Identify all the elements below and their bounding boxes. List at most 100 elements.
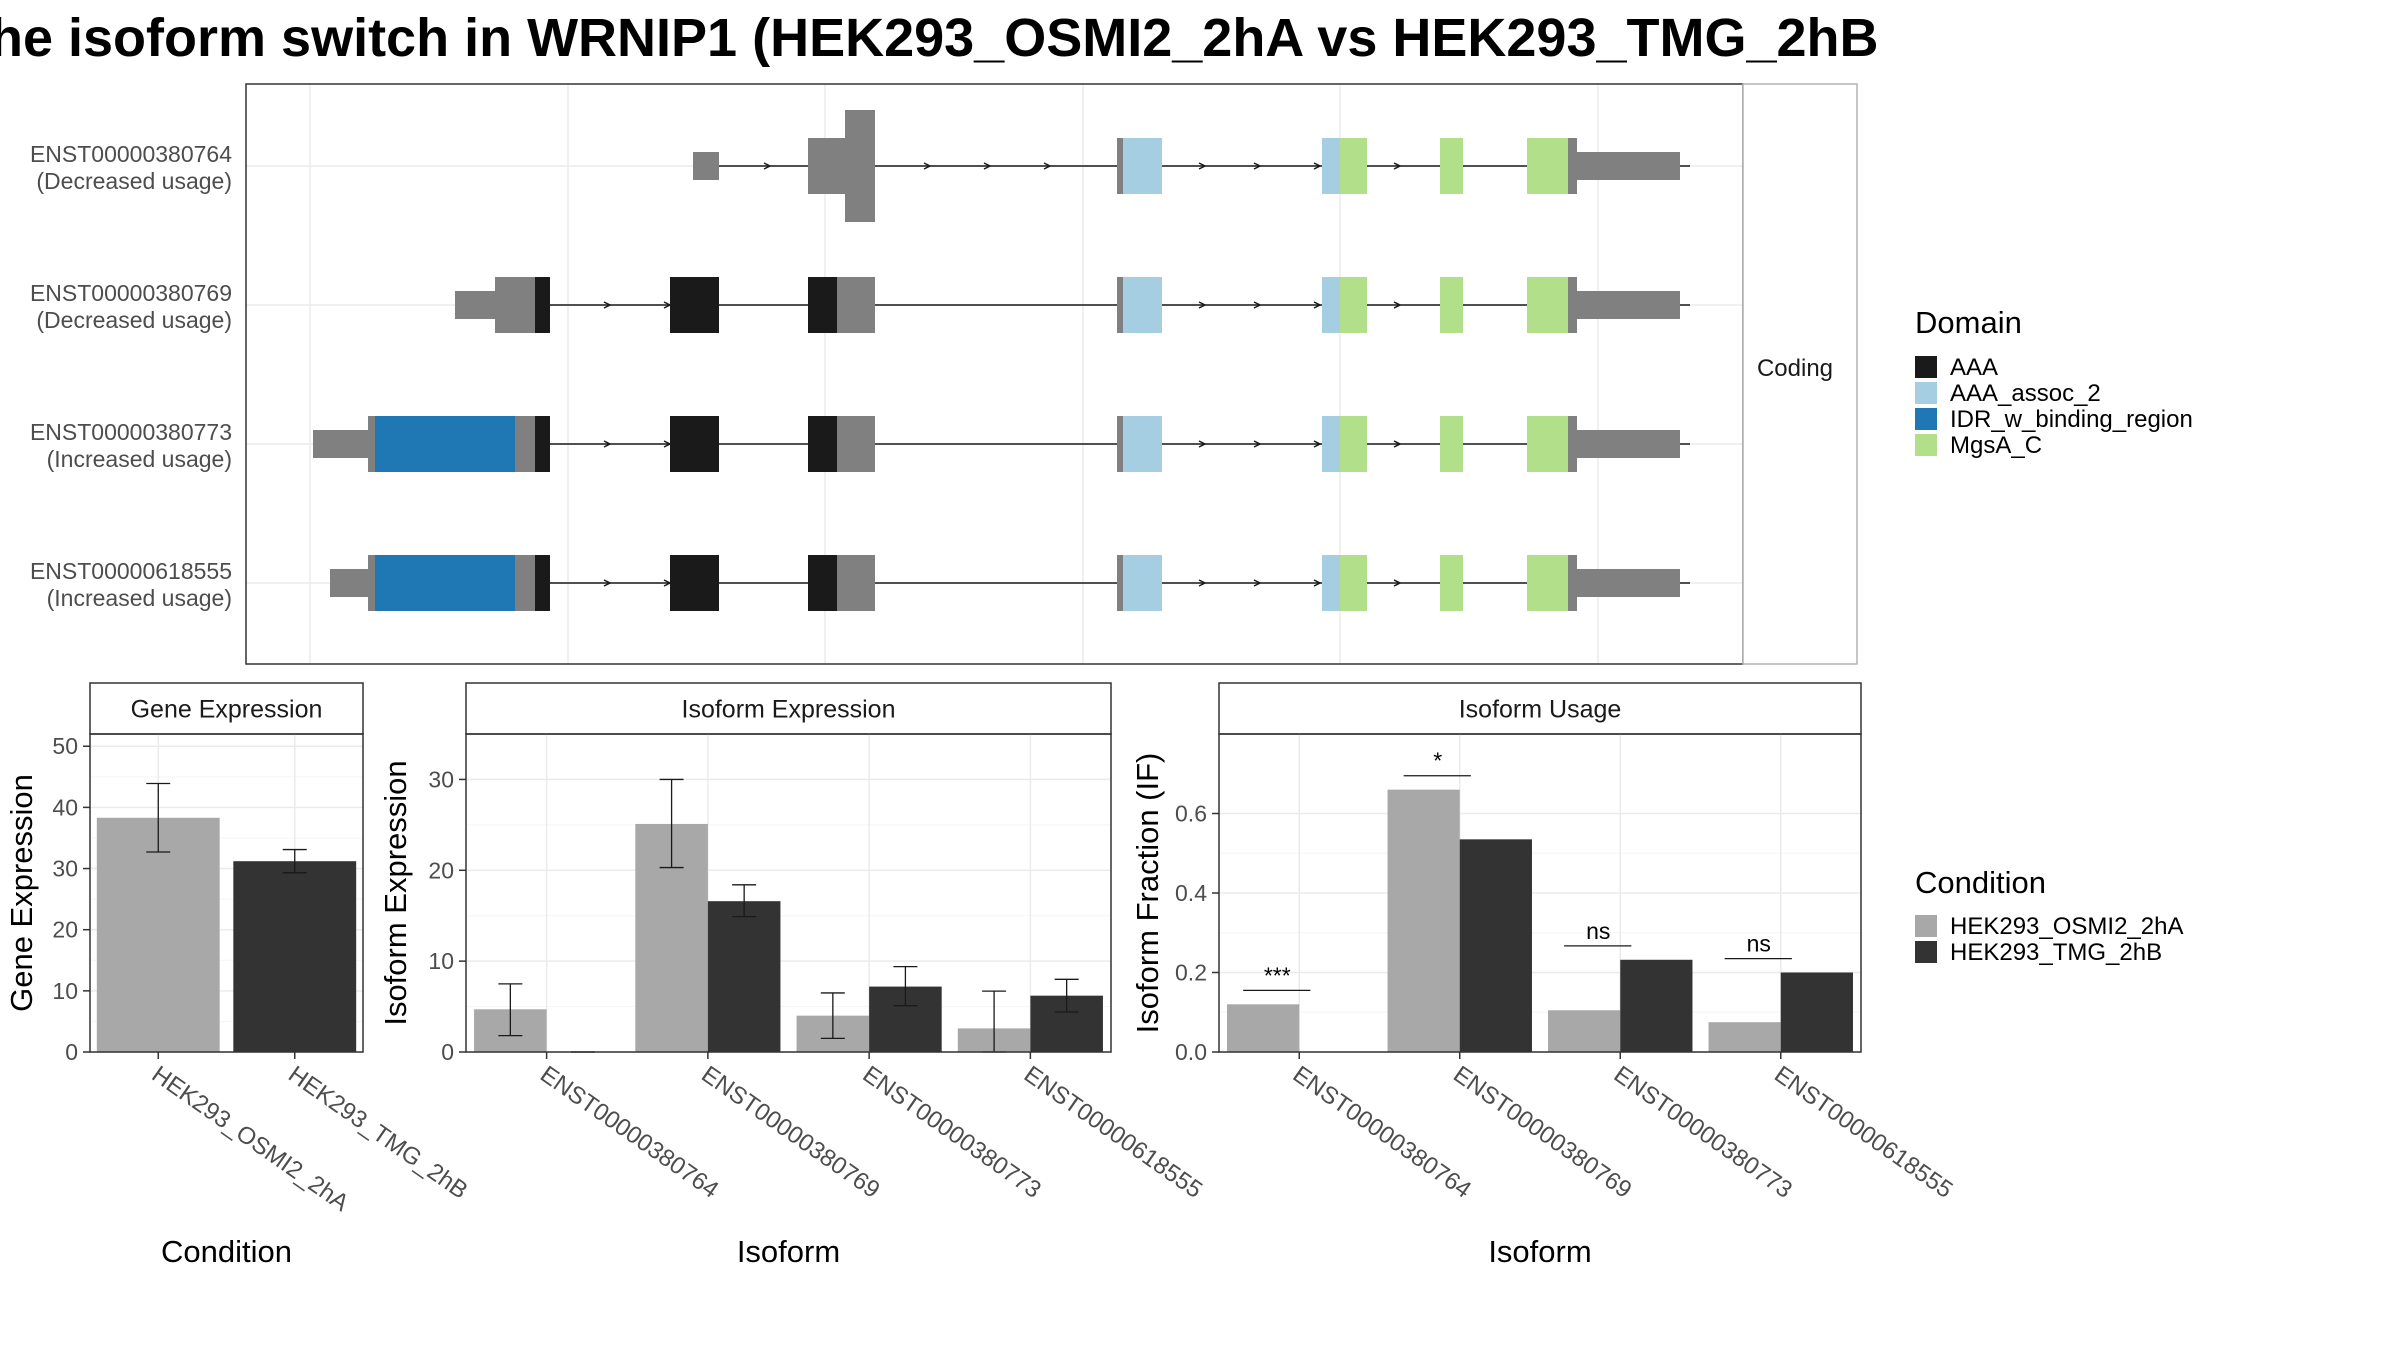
bar: [707, 901, 781, 1052]
intron-arrow: [1198, 440, 1207, 448]
intron-arrow: [1313, 162, 1322, 170]
exon-utr: [515, 416, 535, 472]
exon-utr: [1117, 555, 1123, 611]
bar: [233, 861, 357, 1052]
exon-aaa: [808, 555, 837, 611]
bar: [1780, 972, 1853, 1052]
exon-mgsa-c: [1527, 277, 1568, 333]
intron-arrow: [1393, 162, 1402, 170]
significance-label: ***: [1264, 962, 1291, 988]
y-tick-label: 30: [428, 766, 454, 792]
legend-swatch-osmi2: [1915, 915, 1937, 937]
exon-utr: [455, 291, 495, 319]
y-tick-label: 10: [428, 948, 454, 974]
exon-utr: [1568, 138, 1577, 194]
exon-utr: [1577, 152, 1680, 180]
exon-utr: [1568, 416, 1577, 472]
legend-label-aaa-assoc-2: AAA_assoc_2: [1950, 380, 2101, 407]
exon-utr: [368, 416, 375, 472]
exon-aaa: [670, 555, 719, 611]
exon-aaa-assoc-2: [1322, 138, 1340, 194]
panel-border: [89, 733, 364, 1053]
domain-legend-title: Domain: [1915, 305, 2022, 340]
exon-utr: [1577, 291, 1680, 319]
transcript-usage-label: (Decreased usage): [36, 307, 232, 333]
exon-utr: [515, 555, 535, 611]
y-tick-label: 40: [52, 794, 78, 820]
exon-mgsa-c: [1527, 416, 1568, 472]
exon-utr: [1568, 555, 1577, 611]
y-tick-label: 0.6: [1175, 801, 1207, 827]
exon-utr: [693, 152, 719, 180]
exon-utr: [495, 277, 535, 333]
transcript-usage-label: (Increased usage): [47, 446, 232, 472]
y-tick-label: 0: [441, 1039, 454, 1065]
exon-aaa: [535, 555, 550, 611]
exon-utr: [1117, 138, 1123, 194]
exon-utr: [1568, 277, 1577, 333]
exon-mgsa-c: [1340, 555, 1367, 611]
exon-aaa-assoc-2: [1322, 277, 1340, 333]
legend-label-mgsa-c: MgsA_C: [1950, 432, 2042, 459]
legend-label-idr: IDR_w_binding_region: [1950, 406, 2193, 433]
isoform-expression-chart: Isoform Expression 0 10 20 30 ENST00000380764…: [378, 682, 1207, 1269]
isoform-usage-chart: Isoform Usage****ns ns0.00.20.40.6ENST000…: [1130, 682, 1958, 1269]
y-axis-title: Gene Expression: [4, 774, 39, 1012]
exon-aaa: [535, 416, 550, 472]
x-axis-title: Isoform: [737, 1234, 840, 1269]
y-tick-label: 50: [52, 733, 78, 759]
intron-arrow: [1253, 579, 1262, 587]
intron-arrow: [1313, 301, 1322, 309]
intron-arrow: [603, 579, 612, 587]
x-axis-title: Isoform: [1488, 1234, 1591, 1269]
exon-aaa-assoc-2: [1322, 416, 1340, 472]
intron-arrow: [603, 440, 612, 448]
panel-border: [465, 733, 1112, 1053]
x-tick-label: ENST00000380773: [858, 1061, 1046, 1204]
significance-label: *: [1433, 748, 1442, 774]
intron-arrow: [1253, 162, 1262, 170]
bar: [1459, 839, 1532, 1052]
exon-idr-w-binding-region: [375, 416, 515, 472]
exon-utr: [1577, 569, 1680, 597]
intron-arrow: [1198, 301, 1207, 309]
intron-arrow: [1393, 440, 1402, 448]
domain-legend: Domain AAA AAA_assoc_2 IDR_w_binding_reg…: [1915, 305, 2193, 459]
bar: [1708, 1022, 1781, 1052]
exon-utr: [313, 430, 368, 458]
intron-arrow: [603, 301, 612, 309]
intron-arrow: [1253, 440, 1262, 448]
panel-title: Isoform Expression: [682, 696, 896, 724]
exon-aaa: [670, 277, 719, 333]
y-tick-label: 30: [52, 856, 78, 882]
y-tick-label: 10: [52, 978, 78, 1004]
exon-utr: [845, 110, 875, 222]
transcript-id-label: ENST00000618555: [30, 558, 232, 584]
intron-arrow: [763, 162, 772, 170]
exon-aaa-assoc-2: [1322, 555, 1340, 611]
intron-arrow: [983, 162, 992, 170]
exon-aaa: [670, 416, 719, 472]
legend-swatch-aaa-assoc-2: [1915, 382, 1937, 404]
y-tick-label: 20: [52, 917, 78, 943]
y-tick-label: 0: [65, 1039, 78, 1065]
y-axis-title: Isoform Expression: [378, 760, 413, 1025]
exon-aaa: [808, 416, 837, 472]
legend-swatch-tmg: [1915, 941, 1937, 963]
exon-aaa-assoc-2: [1123, 416, 1162, 472]
exon-utr: [1117, 416, 1123, 472]
legend-swatch-mgsa-c: [1915, 434, 1937, 456]
legend-label-aaa: AAA: [1950, 354, 1998, 381]
x-tick-label: ENST00000380764: [535, 1061, 723, 1204]
intron-arrow: [923, 162, 932, 170]
legend-label-osmi2: HEK293_OSMI2_2hA: [1950, 913, 2183, 940]
x-tick-label: ENST00000618555: [1769, 1061, 1957, 1204]
transcript-structure-panel: ENST00000380764(Decreased usage)ENST0000…: [30, 83, 1858, 665]
exon-utr: [837, 416, 875, 472]
condition-legend: Condition HEK293_OSMI2_2hA HEK293_TMG_2h…: [1915, 865, 2183, 966]
significance-label: ns: [1747, 931, 1771, 957]
exon-mgsa-c: [1340, 416, 1367, 472]
intron-arrow: [1043, 162, 1052, 170]
intron-arrow: [1393, 579, 1402, 587]
